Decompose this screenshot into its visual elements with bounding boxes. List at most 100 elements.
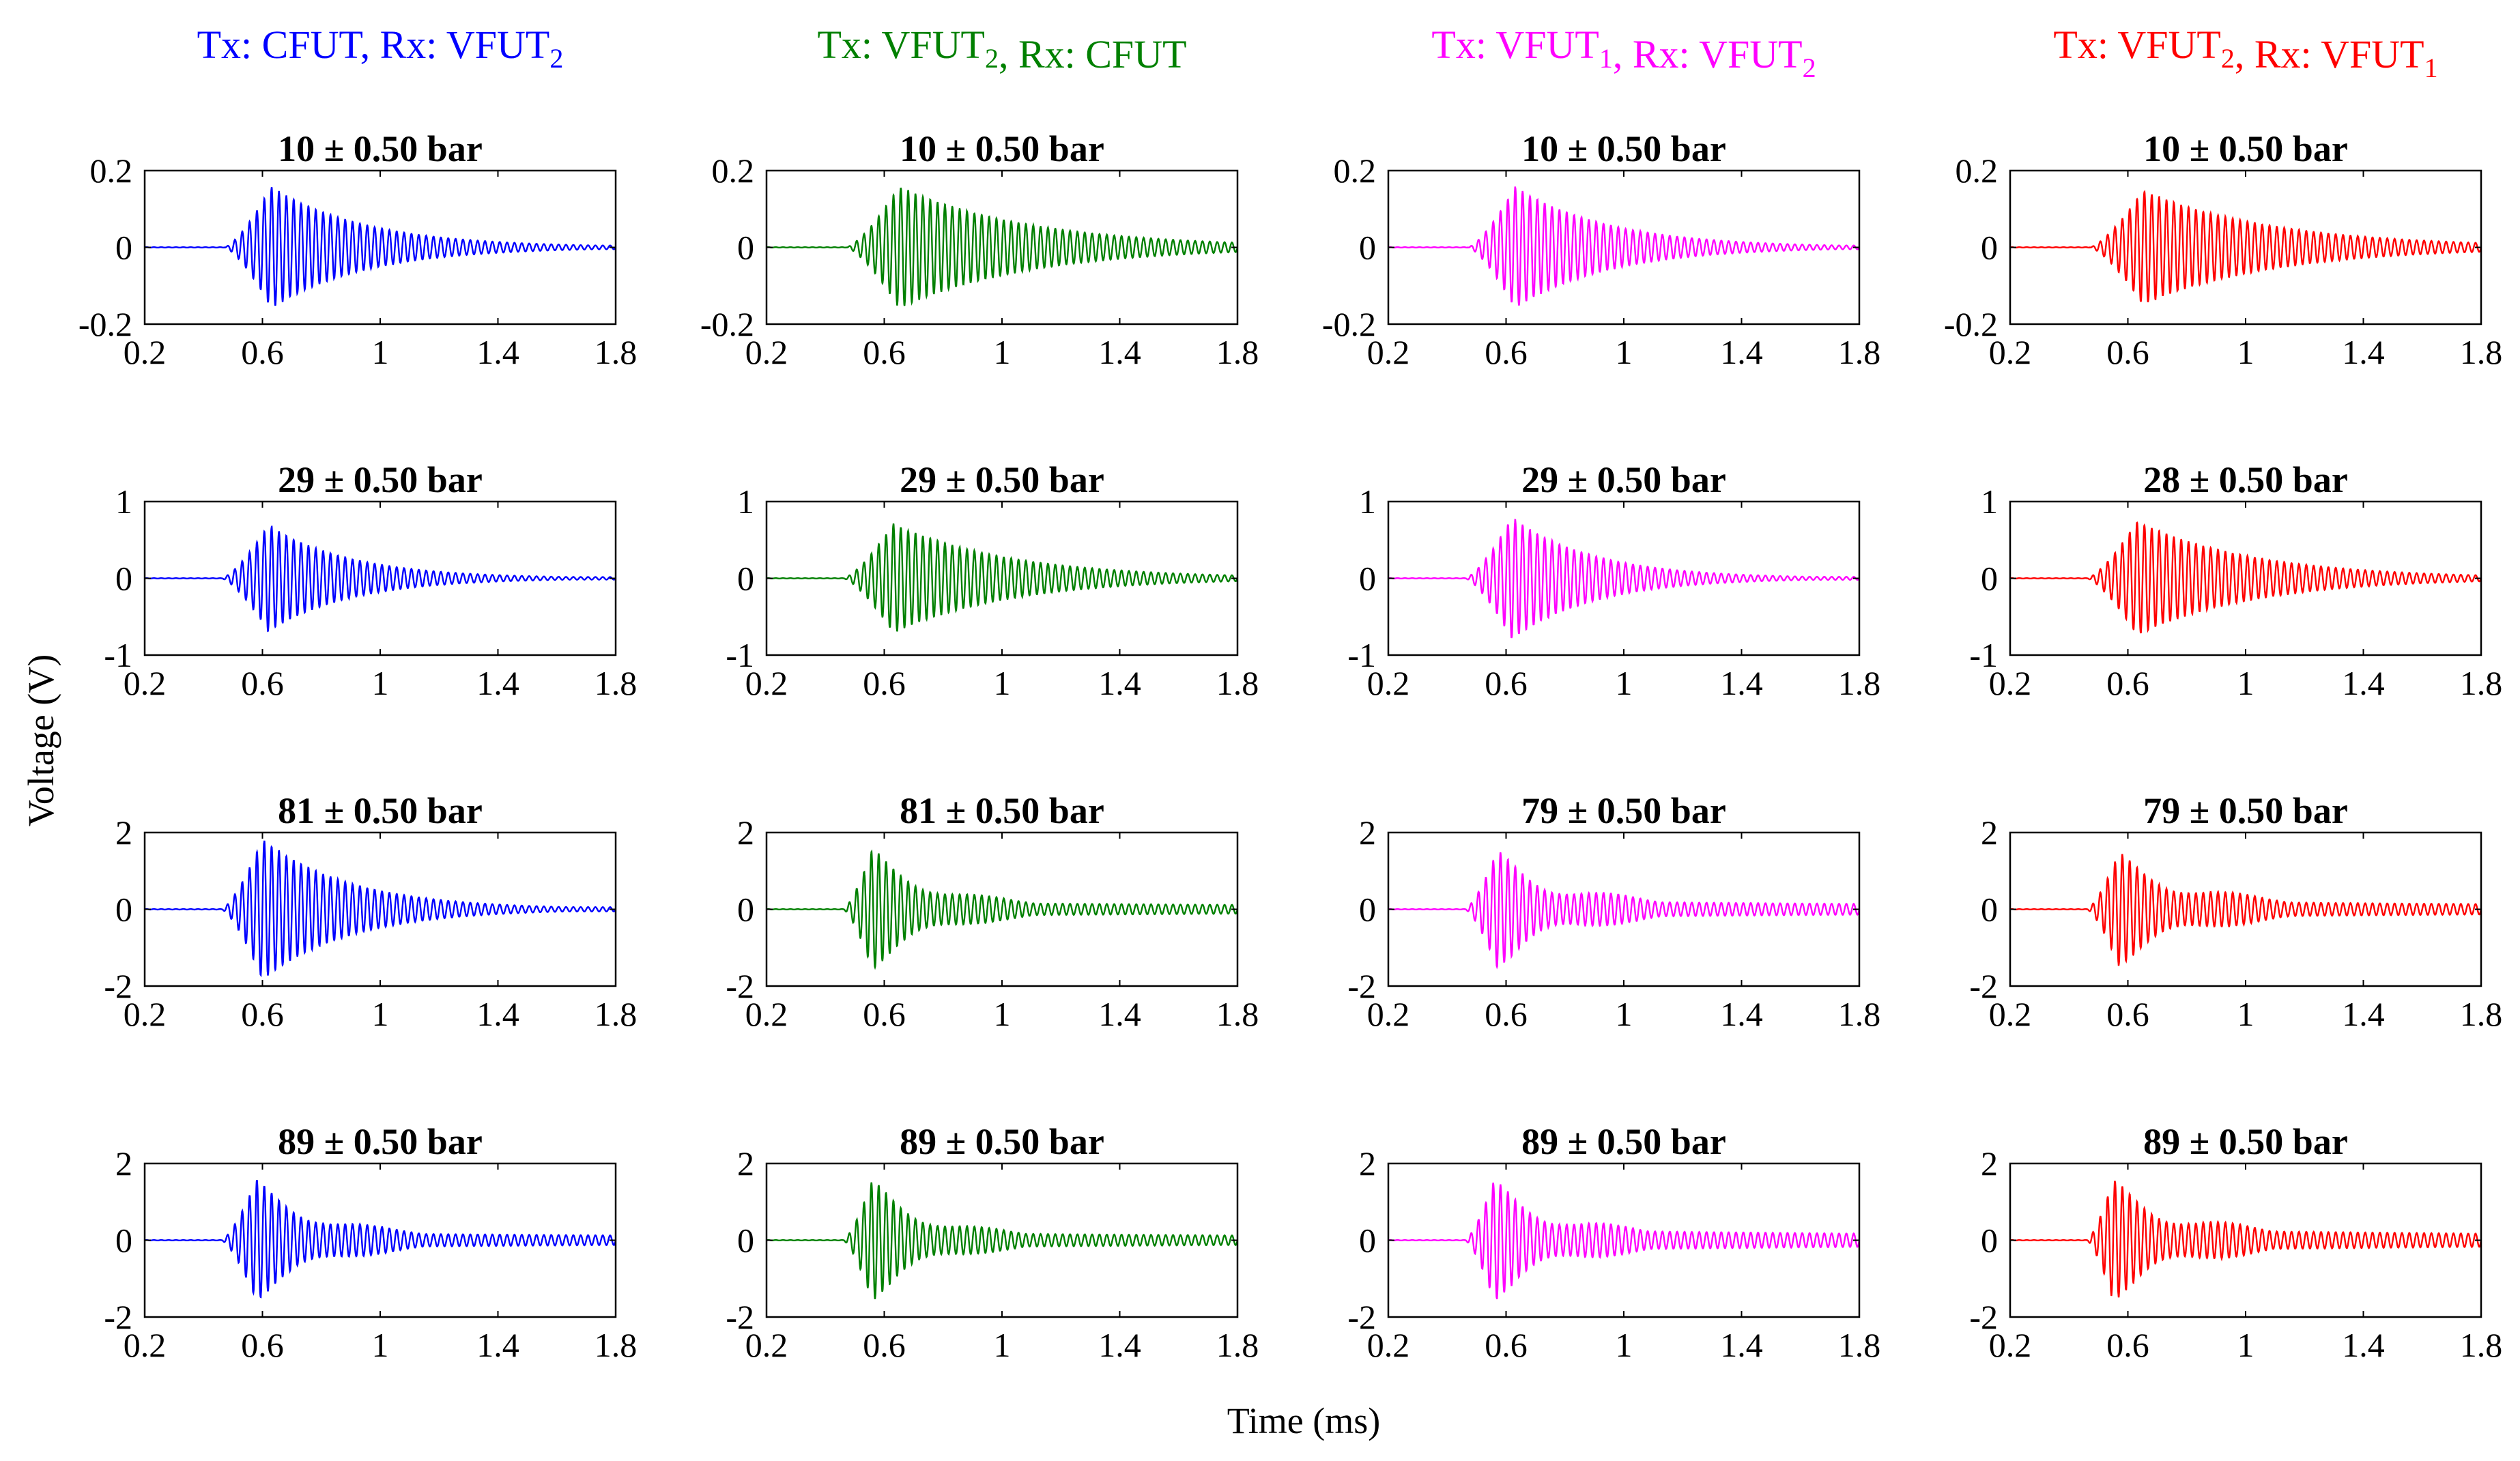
y-tick-label: 1 [1359,482,1376,521]
column-title-tx-label: Tx: [1431,23,1495,67]
waveform-trace [144,840,617,978]
y-tick-label: -2 [726,967,754,1005]
x-tick-label: 1 [2237,1326,2254,1364]
y-tick-label: -2 [104,967,132,1005]
x-tick-label: 1.8 [595,995,638,1033]
x-tick-label: 1.8 [1838,664,1881,702]
y-tick-label: 0 [1359,229,1376,267]
panel-title: 89 ± 0.50 bar [2143,1121,2348,1162]
x-tick-label: 0.6 [241,995,284,1033]
y-tick-label: -1 [104,636,132,674]
y-tick-label: 0 [737,560,754,598]
panel-title: 79 ± 0.50 bar [1521,790,1726,831]
x-tick-label: 0.6 [2106,995,2149,1033]
y-tick-label: 0 [115,229,132,267]
y-tick-label: 0.2 [1956,151,1999,190]
panel-title: 81 ± 0.50 bar [278,790,483,831]
column-title-tx-label: Tx: [2053,23,2117,67]
x-tick-label: 1 [994,664,1011,702]
panel-r4-c3: 89 ± 0.50 bar 0.2 0.6 1 1.4 1.8 2 0 -2 [1347,1121,1880,1364]
column-title-rx-sub: 1 [2424,53,2438,83]
y-tick-label: 0 [1359,560,1376,598]
x-axis-label: Time (ms) [1227,1400,1381,1441]
panel-r1-c1: 10 ± 0.50 bar 0.2 0.6 1 1.4 1.8 0.2 0 -0.2 [78,128,637,371]
y-tick-label: 2 [115,1144,132,1183]
waveform-trace [2009,521,2482,634]
column-title-3: Tx: VFUT1, Rx: VFUT2 [1431,23,1816,83]
waveform-trace [144,1180,617,1299]
y-tick-label: 0.2 [1334,151,1377,190]
x-tick-label: 0.6 [241,1326,284,1364]
x-tick-label: 1 [1616,664,1633,702]
panel-r4-c1: 89 ± 0.50 bar 0.2 0.6 1 1.4 1.8 2 0 -2 [104,1121,637,1364]
x-tick-label: 1.8 [2460,1326,2503,1364]
y-tick-label: 0.2 [712,151,755,190]
x-tick-label: 1.8 [2460,664,2503,702]
x-tick-label: 0.2 [1989,333,2032,371]
panel-r1-c2: 10 ± 0.50 bar 0.2 0.6 1 1.4 1.8 0.2 0 -0.2 [700,128,1259,371]
y-tick-label: 0 [115,891,132,929]
y-tick-label: -2 [1969,1298,1998,1336]
y-tick-label: 2 [1359,1144,1376,1183]
x-tick-label: 1 [994,995,1011,1033]
waveform-trace [766,849,1239,970]
column-title-rx-label: Rx: [2254,32,2321,76]
y-tick-label: 0 [115,560,132,598]
x-tick-label: 1 [372,1326,389,1364]
x-tick-label: 0.6 [1485,1326,1528,1364]
y-tick-label: -2 [726,1298,754,1336]
waveform-trace [1388,1183,1861,1299]
y-tick-label: 0 [1981,229,1998,267]
x-tick-label: 0.2 [745,664,788,702]
y-tick-label: -2 [1347,1298,1376,1336]
panel-r4-c4: 89 ± 0.50 bar 0.2 0.6 1 1.4 1.8 2 0 -2 [1969,1121,2502,1364]
panel-r3-c3: 79 ± 0.50 bar 0.2 0.6 1 1.4 1.8 2 0 -2 [1347,790,1880,1033]
x-tick-label: 1 [1616,1326,1633,1364]
x-tick-label: 1 [372,333,389,371]
y-tick-label: 0 [737,891,754,929]
y-tick-label: -1 [1969,636,1998,674]
x-tick-label: 1 [372,664,389,702]
x-tick-label: 0.2 [1367,995,1410,1033]
x-tick-label: 0.2 [1989,1326,2032,1364]
x-tick-label: 0.2 [124,1326,167,1364]
y-tick-label: 2 [115,813,132,852]
y-tick-label: 0 [1981,891,1998,929]
x-tick-label: 1.4 [2342,333,2385,371]
panel-r3-c2: 81 ± 0.50 bar 0.2 0.6 1 1.4 1.8 2 0 -2 [726,790,1259,1033]
panel-title: 89 ± 0.50 bar [278,1121,483,1162]
column-title-1: Tx: CFUT, Rx: VFUT2 [197,23,564,74]
panel-title: 29 ± 0.50 bar [278,459,483,500]
panel-title: 10 ± 0.50 bar [2143,128,2348,169]
x-tick-label: 0.2 [1989,664,2032,702]
y-tick-label: 0 [1359,1221,1376,1260]
waveform-trace [2009,854,2482,966]
column-title-tx: CFUT [262,23,363,67]
x-tick-label: 1.8 [595,1326,638,1364]
x-tick-label: 1.4 [476,1326,519,1364]
y-tick-label: 0 [1981,560,1998,598]
x-tick-label: 1.8 [1216,995,1259,1033]
y-tick-label: 2 [1359,813,1376,852]
x-tick-label: 1.4 [1720,1326,1763,1364]
column-titles: Tx: CFUT, Rx: VFUT2 Tx: VFUT2, Rx: CFUT Tx… [197,23,2438,83]
y-tick-label: -2 [104,1298,132,1336]
column-title-sep: , [999,32,1018,76]
panel-r2-c2: 29 ± 0.50 bar 0.2 0.6 1 1.4 1.8 1 0 -1 [726,459,1259,702]
x-tick-label: 0.2 [124,995,167,1033]
x-tick-label: 1 [1616,995,1633,1033]
panel-title: 28 ± 0.50 bar [2143,459,2348,500]
waveform-trace [1388,852,1861,970]
y-tick-label: 0 [115,1221,132,1260]
column-title-sep: , [360,23,380,67]
x-tick-label: 0.6 [2106,664,2149,702]
x-tick-label: 0.6 [863,664,906,702]
x-tick-label: 1.4 [2342,664,2385,702]
x-tick-label: 0.2 [1989,995,2032,1033]
waveform-trace [144,525,616,633]
column-title-sep: , [2235,32,2254,76]
column-title-tx-label: Tx: [197,23,262,67]
x-tick-label: 0.2 [124,333,167,371]
